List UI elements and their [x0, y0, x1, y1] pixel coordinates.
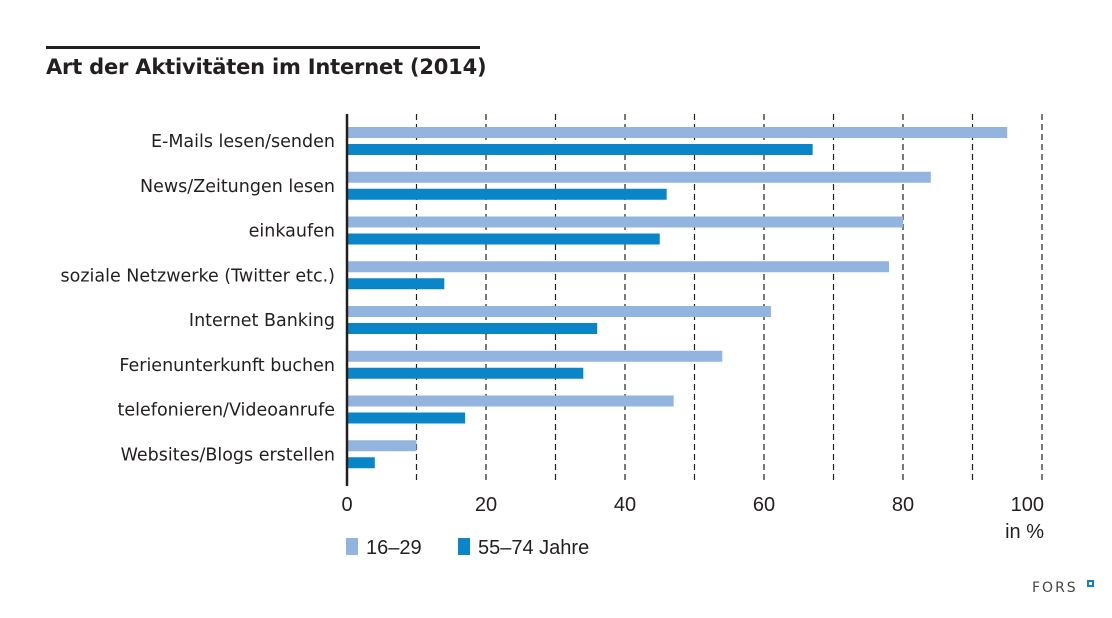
bar-old: [347, 412, 466, 424]
x-tick-label: 40: [614, 494, 636, 516]
x-tick-label: 60: [753, 494, 775, 516]
bar-old: [347, 233, 660, 245]
legend-swatch: [458, 538, 470, 555]
bar-young: [347, 261, 890, 273]
bar-old: [347, 144, 813, 155]
fors-logo-mark-icon: [1087, 580, 1094, 587]
x-tick-label: 100: [1011, 494, 1044, 516]
category-label: News/Zeitungen lesen: [140, 177, 335, 197]
bar-young: [347, 306, 771, 317]
title-rule: [46, 46, 480, 49]
category-label: E-Mails lesen/senden: [151, 132, 335, 152]
gridlines: [415, 114, 1043, 484]
legend: 16–29 55–74 Jahre: [346, 537, 589, 559]
x-axis-unit-label: in %: [1005, 521, 1044, 543]
category-label: telefonieren/Videoanrufe: [118, 401, 335, 421]
bar-old: [347, 188, 667, 200]
category-label: Ferienunterkunft buchen: [119, 356, 335, 376]
x-tick-label: 20: [475, 494, 497, 516]
bar-young: [347, 395, 674, 407]
category-label: soziale Netzwerke (Twitter etc.): [61, 266, 336, 286]
x-tick-label: 0: [341, 494, 352, 516]
bar-old: [347, 457, 375, 469]
bar-old: [347, 367, 584, 379]
category-label: Internet Banking: [189, 311, 335, 331]
legend-label: 16–29: [366, 537, 422, 559]
bars: [347, 127, 1008, 469]
x-axis: 0 20 40 60 80 100 in %: [341, 114, 1044, 543]
bar-young: [347, 127, 1008, 138]
bar-old: [347, 323, 598, 334]
category-label: einkaufen: [249, 222, 335, 242]
legend-label: 55–74 Jahre: [478, 537, 589, 559]
bar-young: [347, 171, 931, 183]
legend-swatch: [346, 538, 358, 555]
bar-old: [347, 278, 445, 290]
category-label: Websites/Blogs erstellen: [121, 445, 335, 465]
bar-young: [347, 216, 903, 228]
x-tick-label: 80: [892, 494, 914, 516]
fors-logo: FORS: [1032, 580, 1078, 596]
category-labels: E-Mails lesen/senden News/Zeitungen lesen…: [61, 132, 336, 465]
chart-title: Art der Aktivitäten im Internet (2014): [46, 55, 487, 79]
bar-young: [347, 440, 417, 452]
bar-young: [347, 350, 723, 362]
